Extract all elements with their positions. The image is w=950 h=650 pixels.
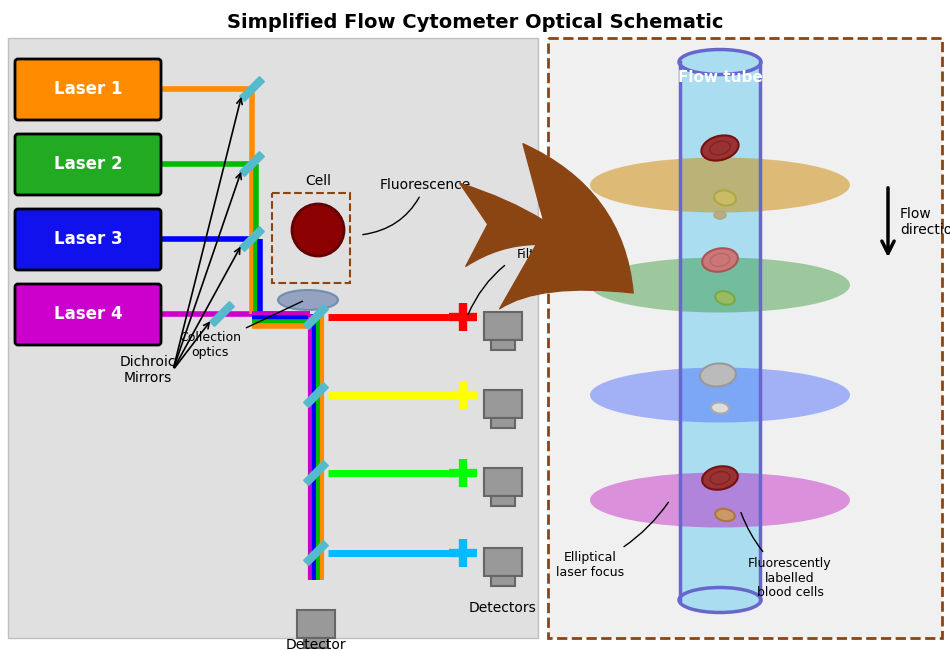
Bar — [484, 548, 522, 576]
Text: Detector: Detector — [286, 638, 347, 650]
Ellipse shape — [590, 473, 850, 528]
Ellipse shape — [715, 291, 734, 305]
Polygon shape — [304, 383, 329, 408]
Ellipse shape — [701, 135, 738, 161]
Ellipse shape — [711, 254, 730, 266]
Polygon shape — [239, 77, 264, 101]
Bar — [297, 610, 335, 638]
Bar — [484, 468, 522, 496]
Text: Bandpass
Filters: Bandpass Filters — [468, 233, 565, 315]
Ellipse shape — [711, 471, 730, 484]
Ellipse shape — [292, 204, 344, 256]
Text: Collection
optics: Collection optics — [179, 301, 302, 359]
Polygon shape — [304, 305, 329, 330]
Text: Flow tube: Flow tube — [677, 70, 762, 86]
Text: Fluorescence: Fluorescence — [363, 178, 470, 235]
Bar — [484, 312, 522, 340]
Bar — [491, 496, 515, 506]
Ellipse shape — [679, 49, 761, 75]
Text: Cell: Cell — [305, 174, 331, 188]
FancyBboxPatch shape — [15, 134, 161, 195]
Ellipse shape — [702, 248, 738, 272]
Bar — [491, 576, 515, 586]
Ellipse shape — [715, 509, 735, 521]
FancyBboxPatch shape — [15, 59, 161, 120]
Text: Fluorescently
labelled
blood cells: Fluorescently labelled blood cells — [741, 513, 832, 599]
Polygon shape — [304, 541, 329, 566]
Polygon shape — [239, 151, 264, 176]
Ellipse shape — [714, 211, 726, 219]
Bar — [680, 62, 760, 600]
Polygon shape — [239, 227, 264, 252]
Text: Laser 1: Laser 1 — [54, 80, 123, 98]
Ellipse shape — [679, 588, 761, 612]
Ellipse shape — [711, 402, 729, 413]
Bar — [8, 38, 538, 638]
Text: Simplified Flow Cytometer Optical Schematic: Simplified Flow Cytometer Optical Schema… — [227, 12, 723, 31]
Ellipse shape — [590, 367, 850, 422]
Text: Laser 2: Laser 2 — [54, 155, 123, 173]
Ellipse shape — [590, 157, 850, 213]
Ellipse shape — [590, 257, 850, 313]
Bar — [491, 340, 515, 350]
Bar — [548, 38, 942, 638]
Ellipse shape — [700, 363, 736, 387]
Text: Elliptical
laser focus: Elliptical laser focus — [556, 502, 669, 579]
Text: Detectors: Detectors — [469, 601, 537, 615]
Ellipse shape — [710, 141, 731, 155]
Text: Flow
direction: Flow direction — [900, 207, 950, 237]
Text: Laser 3: Laser 3 — [54, 230, 123, 248]
Ellipse shape — [278, 290, 338, 310]
Bar — [491, 418, 515, 428]
Polygon shape — [304, 461, 329, 486]
Ellipse shape — [702, 466, 738, 489]
FancyBboxPatch shape — [15, 284, 161, 345]
FancyBboxPatch shape — [15, 209, 161, 270]
Bar — [304, 638, 328, 648]
Polygon shape — [210, 302, 235, 326]
Text: Dichroic
Mirrors: Dichroic Mirrors — [120, 355, 177, 385]
Bar — [272, 193, 350, 283]
Ellipse shape — [714, 190, 736, 205]
Bar — [484, 390, 522, 418]
Text: Laser 4: Laser 4 — [54, 305, 123, 323]
